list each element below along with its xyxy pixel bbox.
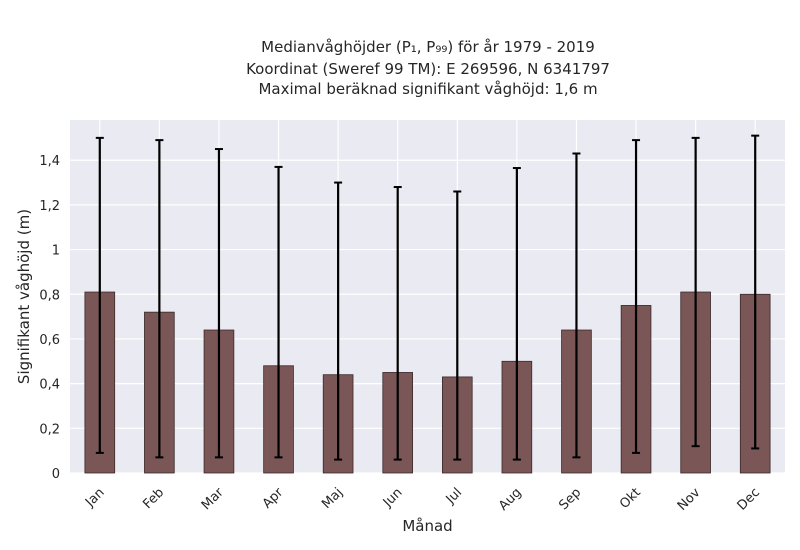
x-tick-label: Maj bbox=[319, 485, 346, 512]
y-tick-label: 0 bbox=[52, 467, 60, 482]
plot-area bbox=[70, 120, 785, 473]
y-axis-label: Signifikant våghöjd (m) bbox=[15, 209, 33, 384]
x-tick-label: Sep bbox=[556, 485, 584, 513]
x-tick-label: Nov bbox=[675, 485, 704, 514]
y-tick-label: 0,4 bbox=[39, 378, 60, 393]
chart-title-line-3: Maximal beräknad signifikant våghöjd: 1,… bbox=[258, 80, 597, 98]
x-tick-label: Jan bbox=[82, 485, 107, 510]
y-tick-label: 1 bbox=[52, 244, 60, 259]
x-tick-label: Dec bbox=[735, 485, 763, 513]
chart-title-line-1: Medianvåghöjder (P₁, P₉₉) för år 1979 - … bbox=[261, 38, 595, 56]
error-bars bbox=[95, 134, 760, 461]
x-tick-label: Jun bbox=[380, 485, 406, 511]
x-tick-labels: Jan Feb Mar Apr Maj Jun Jul Aug Sep Okt Nov Dec bbox=[82, 485, 763, 514]
y-tick-label: 0,6 bbox=[39, 333, 60, 348]
y-tick-labels: 0 0,2 0,4 0,6 0,8 1 1,2 1,4 bbox=[39, 154, 60, 482]
chart-title-line-2: Koordinat (Sweref 99 TM): E 269596, N 63… bbox=[246, 60, 610, 78]
x-tick-label: Aug bbox=[496, 485, 525, 514]
x-axis-label: Månad bbox=[402, 517, 452, 535]
x-tick-label: Mar bbox=[199, 485, 227, 513]
y-tick-label: 1,4 bbox=[39, 154, 60, 169]
x-tick-label: Apr bbox=[260, 485, 287, 512]
x-tick-label: Okt bbox=[617, 485, 644, 512]
x-tick-label: Feb bbox=[140, 485, 167, 512]
y-tick-label: 0,2 bbox=[39, 422, 60, 437]
y-tick-label: 1,2 bbox=[39, 199, 60, 214]
x-tick-label: Jul bbox=[443, 485, 465, 507]
y-tick-label: 0,8 bbox=[39, 288, 60, 303]
